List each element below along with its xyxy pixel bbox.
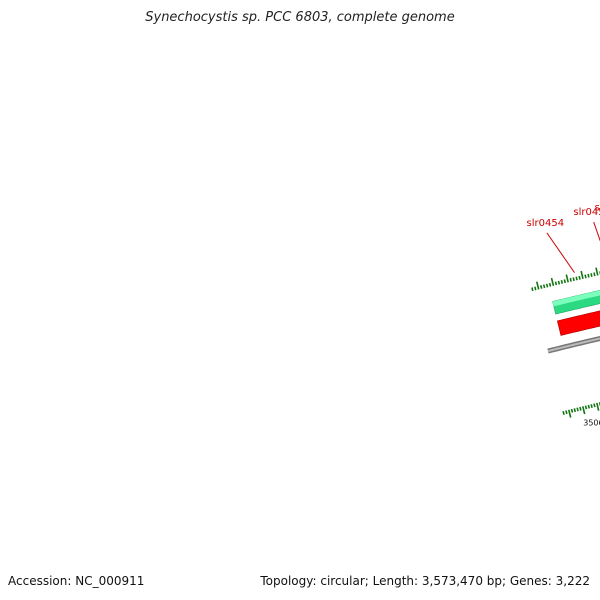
inner-ruler-tick xyxy=(562,410,565,415)
inner-ruler-tick xyxy=(596,402,600,411)
backbone-layer xyxy=(547,335,600,354)
inner-ruler-tick xyxy=(573,408,577,413)
gene-label-slr0455: slr0455 xyxy=(573,207,600,218)
outer-ruler-tick xyxy=(545,283,549,288)
inner-ruler-tick xyxy=(579,406,582,411)
outer-ruler-tick xyxy=(575,276,578,281)
outer-ruler-tick xyxy=(531,287,534,292)
inner-ruler-tick xyxy=(567,409,572,418)
gene-leader-line xyxy=(593,221,600,242)
outer-ruler-tick xyxy=(557,280,561,285)
outer-ruler-tick xyxy=(534,286,537,291)
outer-ruler-tick xyxy=(554,281,558,286)
gene-bar-highlight-slr0454 xyxy=(552,290,600,307)
inner-ruler-tick xyxy=(582,406,586,415)
outer-ruler-tick xyxy=(563,279,567,284)
cds-arrow xyxy=(556,310,600,336)
inner-ruler-tick xyxy=(565,410,568,415)
outer-ruler-tick xyxy=(565,274,569,283)
outer-ruler-tick xyxy=(578,275,581,280)
gene-label-slr0456: slr0456 xyxy=(595,203,600,214)
outer-ruler-tick xyxy=(587,273,590,278)
inner-ruler-tick xyxy=(584,405,588,410)
outer-ruler-tick xyxy=(548,282,552,287)
outer-ruler-tick xyxy=(539,285,543,289)
inner-ruler-tick xyxy=(590,404,593,408)
inner-ruler-tick xyxy=(593,403,596,408)
outer-ruler-tick xyxy=(550,277,555,287)
map-title: Synechocystis sp. PCC 6803, complete gen… xyxy=(145,10,455,25)
outer-ruler-tick xyxy=(590,273,593,277)
topology-label: Topology: circular; Length: 3,573,470 bp… xyxy=(260,574,590,588)
inner-ruler-tick xyxy=(587,404,591,409)
inner-ruler-tick xyxy=(576,407,579,412)
accession-label: Accession: NC_000911 xyxy=(8,574,145,588)
outer-ruler-tick xyxy=(572,277,575,282)
gene-label-slr0454: slr0454 xyxy=(527,218,565,229)
feature-layer xyxy=(552,290,600,336)
outer-ruler-tick xyxy=(569,277,572,282)
gene-leader-line xyxy=(546,232,575,273)
kbp-tick-label: 3506 kbp xyxy=(583,418,600,427)
outer-ruler-tick xyxy=(580,270,584,280)
outer-ruler-tick xyxy=(535,281,540,290)
label-layer: 3506 kbp3507 kbp3508 kbp3509 kbp3510 kbp… xyxy=(527,203,600,427)
outer-ruler-tick xyxy=(542,284,546,289)
outer-ruler-tick xyxy=(595,267,599,276)
outer-ruler-tick xyxy=(584,274,587,279)
inner-ruler-tick xyxy=(570,408,574,413)
outer-ruler-tick xyxy=(593,272,596,277)
outer-ruler-tick xyxy=(560,280,564,284)
backbone-inner xyxy=(547,337,600,353)
